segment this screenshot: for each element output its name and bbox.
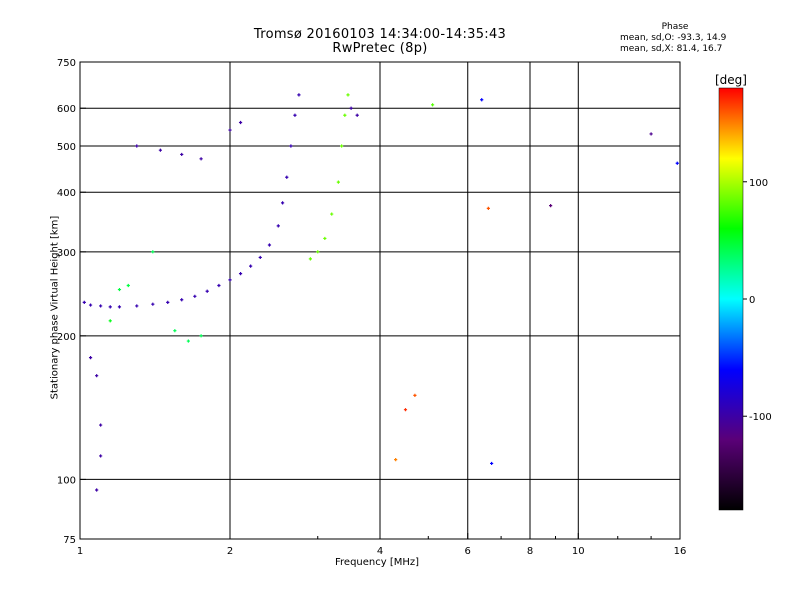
y-tick-label: 100 xyxy=(57,475,76,486)
colorbar-tick-label: -100 xyxy=(749,412,772,423)
data-point xyxy=(394,458,398,462)
y-axis-label: Stationary phase Virtual Height [km] xyxy=(49,215,61,400)
data-point xyxy=(199,157,203,161)
data-point xyxy=(355,113,359,117)
data-point xyxy=(88,303,93,307)
data-point xyxy=(193,294,197,298)
data-point xyxy=(486,206,490,210)
data-point xyxy=(280,201,285,205)
y-tick-label: 500 xyxy=(57,142,76,153)
data-point xyxy=(180,298,184,302)
data-point xyxy=(228,278,232,282)
data-point xyxy=(285,175,289,179)
data-point xyxy=(403,408,408,412)
data-point xyxy=(675,161,679,165)
data-point xyxy=(88,356,93,360)
data-point xyxy=(490,461,494,466)
data-point xyxy=(199,334,203,338)
data-point xyxy=(413,393,417,398)
data-point xyxy=(95,488,99,492)
data-point xyxy=(430,103,435,107)
colorbar-label: [deg] xyxy=(715,73,747,87)
data-point xyxy=(293,113,297,117)
y-tick-label: 200 xyxy=(57,332,76,343)
x-axis-label: Frequency [MHz] xyxy=(335,557,420,568)
x-tick-label: 8 xyxy=(527,546,533,557)
colorbar-tick-label: 100 xyxy=(749,178,768,189)
data-point xyxy=(217,283,221,288)
data-point xyxy=(158,148,163,152)
data-point xyxy=(336,180,340,184)
x-tick-label: 16 xyxy=(674,546,687,557)
data-point xyxy=(267,243,272,247)
data-point xyxy=(95,374,99,378)
data-point xyxy=(205,289,209,293)
data-point xyxy=(649,132,653,136)
data-point xyxy=(330,212,334,216)
data-point xyxy=(151,302,155,306)
x-tick-label: 4 xyxy=(377,546,383,557)
data-point xyxy=(308,257,313,261)
x-tick-label: 2 xyxy=(227,546,233,557)
colorbar-tick-label: 0 xyxy=(749,295,755,306)
y-tick-label: 75 xyxy=(63,535,76,546)
y-tick-label: 300 xyxy=(57,248,76,259)
data-point xyxy=(276,224,280,228)
x-tick-label: 6 xyxy=(465,546,471,557)
data-point xyxy=(117,305,122,309)
data-point xyxy=(340,144,344,148)
data-point xyxy=(82,300,86,305)
data-point xyxy=(135,304,139,308)
phase-x-mode: mean, sd,X: 81.4, 16.7 xyxy=(620,44,723,54)
data-point xyxy=(238,120,243,125)
data-point xyxy=(186,339,190,343)
data-point xyxy=(173,329,177,333)
data-point xyxy=(249,264,253,268)
data-point xyxy=(343,113,347,117)
data-point xyxy=(228,128,232,132)
chart-subtitle: RwPretec (8p) xyxy=(332,41,428,56)
data-point xyxy=(480,98,484,102)
data-point xyxy=(549,203,553,208)
data-point xyxy=(346,93,350,97)
grid-lines xyxy=(80,62,680,539)
data-point xyxy=(99,304,103,308)
data-point xyxy=(151,250,155,254)
data-point xyxy=(289,144,293,148)
data-point xyxy=(126,283,130,288)
x-tick-label: 1 xyxy=(77,546,83,557)
data-point xyxy=(135,144,139,148)
data-point xyxy=(108,319,112,323)
axis-ticks: 1 2 4 6 8 10 16 75 100 200 300 400 500 600 750 xyxy=(57,58,686,557)
phase-heading: Phase xyxy=(661,22,689,32)
data-point xyxy=(108,305,112,309)
data-points xyxy=(82,93,679,492)
data-point xyxy=(99,423,103,427)
data-point xyxy=(323,236,327,241)
data-point xyxy=(238,272,243,276)
y-tick-label: 400 xyxy=(57,188,76,199)
data-point xyxy=(180,152,184,157)
x-tick-label: 10 xyxy=(572,546,585,557)
data-point xyxy=(258,255,262,260)
data-point xyxy=(166,300,170,305)
data-point xyxy=(99,454,103,458)
data-point xyxy=(349,106,353,110)
colorbar-strip xyxy=(718,87,744,511)
phase-colorbar: [deg] 100 0 -100 xyxy=(715,73,772,511)
chart-title: Tromsø 20160103 14:34:00-14:35:43 xyxy=(253,27,507,42)
data-point xyxy=(297,93,301,97)
data-point xyxy=(316,250,320,254)
phase-statistics: Phase mean, sd,O: -93.3, 14.9 mean, sd,X… xyxy=(600,22,750,55)
phase-o-mode: mean, sd,O: -93.3, 14.9 xyxy=(620,33,727,43)
y-tick-label: 750 xyxy=(57,58,76,69)
data-point xyxy=(117,287,122,292)
y-tick-label: 600 xyxy=(57,104,76,115)
